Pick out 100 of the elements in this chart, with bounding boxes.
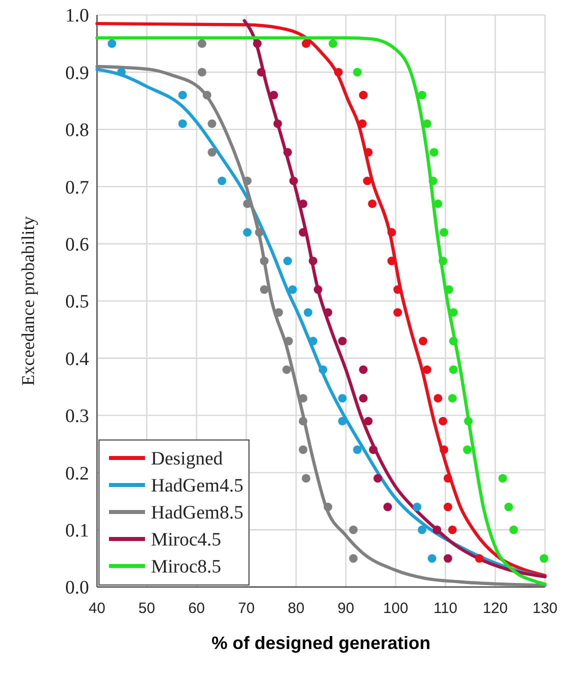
y-tick-label: 0.7: [65, 177, 89, 198]
y-tick-label: 0.9: [65, 62, 89, 84]
point: [359, 365, 368, 374]
x-axis-title: % of designed generation: [211, 633, 431, 653]
x-tick-label: 130: [532, 600, 558, 617]
point: [463, 445, 472, 454]
point: [362, 176, 372, 186]
point: [256, 68, 266, 76]
point: [318, 365, 328, 374]
point: [504, 502, 513, 512]
point: [393, 308, 402, 317]
point: [444, 474, 452, 483]
point: [298, 445, 308, 454]
legend-label: Miroc4.5: [151, 530, 222, 551]
point: [387, 228, 396, 237]
point: [338, 416, 347, 426]
point: [314, 285, 322, 294]
point: [282, 365, 291, 374]
point: [444, 554, 452, 563]
point: [302, 39, 310, 48]
point: [269, 90, 278, 100]
point: [243, 176, 252, 186]
point: [349, 526, 358, 534]
y-tick-label: 0.8: [65, 120, 89, 142]
point: [449, 365, 458, 374]
point: [359, 394, 368, 403]
point: [464, 416, 473, 426]
point: [243, 228, 252, 237]
point: [260, 256, 269, 266]
point: [289, 176, 298, 186]
y-tick-label: 0.0: [65, 578, 89, 599]
point: [178, 119, 187, 128]
point: [302, 474, 310, 483]
y-axis-title: Exceedance probability: [18, 216, 38, 386]
point: [422, 365, 432, 374]
point: [412, 502, 422, 512]
point: [298, 416, 308, 426]
point: [108, 39, 116, 48]
point: [368, 199, 377, 208]
y-tick-label: 0.2: [65, 463, 89, 484]
y-tick-label: 0.4: [65, 348, 90, 370]
point: [540, 554, 548, 563]
point: [358, 119, 367, 128]
point: [440, 228, 448, 237]
point: [324, 502, 332, 512]
y-tick-label: 0.3: [65, 406, 89, 428]
point: [393, 285, 402, 294]
point: [449, 336, 458, 346]
point: [283, 256, 292, 266]
point: [218, 176, 226, 186]
point: [440, 445, 448, 454]
point: [368, 445, 378, 454]
point: [438, 416, 448, 426]
y-tick-label: 0.6: [65, 234, 89, 256]
point: [373, 474, 382, 483]
point: [288, 285, 297, 294]
x-tick-label: 60: [188, 600, 205, 617]
point: [418, 336, 428, 346]
point: [448, 526, 457, 534]
x-tick-label: 110: [433, 600, 458, 617]
point: [448, 394, 457, 403]
point: [430, 148, 438, 157]
point: [474, 554, 484, 563]
point: [208, 119, 216, 128]
point: [349, 554, 358, 563]
point: [202, 90, 212, 100]
point: [364, 148, 373, 157]
x-tick-label: 80: [288, 600, 304, 617]
y-tick-label: 0.1: [65, 520, 89, 542]
line-series: [242, 19, 547, 578]
y-tick-label: 0.5: [65, 292, 89, 313]
x-tick-label: 100: [383, 600, 408, 617]
point: [304, 308, 312, 317]
point: [283, 148, 292, 157]
point: [383, 502, 392, 512]
point: [422, 119, 432, 128]
point: [198, 39, 206, 48]
x-tick-label: 120: [482, 600, 508, 617]
point: [359, 90, 368, 100]
point: [498, 474, 507, 483]
point: [444, 502, 452, 512]
x-tick-label: 40: [88, 600, 106, 617]
point: [364, 416, 373, 426]
legend-label: Miroc8.5: [151, 556, 222, 578]
point: [117, 68, 126, 76]
point: [208, 148, 216, 157]
point: [353, 68, 362, 76]
point: [328, 39, 338, 48]
y-tick-label: 1.0: [65, 6, 89, 27]
point: [434, 394, 442, 403]
point: [298, 228, 308, 237]
point: [178, 90, 187, 100]
point: [338, 394, 347, 403]
legend-label: HadGem4.5: [151, 476, 244, 497]
point: [353, 445, 362, 454]
point: [428, 554, 436, 563]
x-tick-label: 90: [338, 600, 354, 617]
point: [509, 526, 518, 534]
point: [273, 119, 282, 128]
point: [324, 308, 332, 317]
